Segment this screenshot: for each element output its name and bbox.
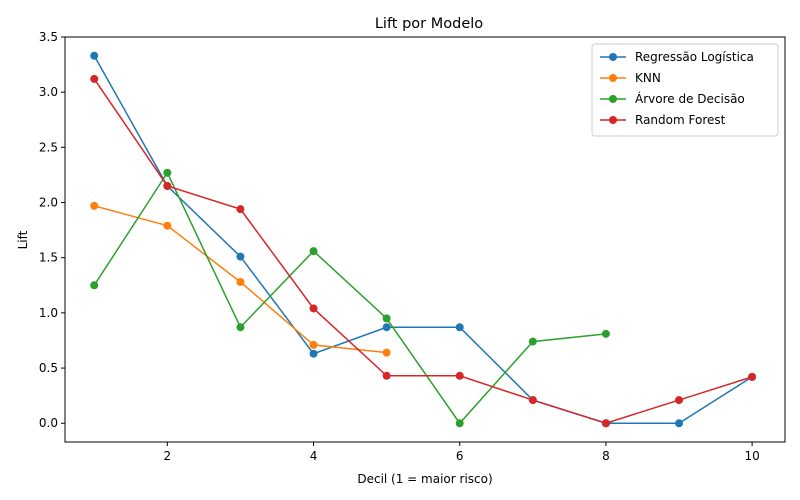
y-tick-label: 0.0 [39, 416, 58, 430]
data-point [236, 323, 245, 332]
data-point [236, 252, 245, 261]
legend-marker [609, 116, 617, 124]
data-point [309, 304, 318, 313]
x-axis: 2 4 6 8 10 [164, 442, 760, 463]
legend-marker [609, 95, 617, 103]
y-tick-label: 2.0 [39, 196, 58, 210]
data-point [601, 329, 610, 338]
data-point [309, 247, 318, 256]
series-2 [90, 201, 391, 357]
x-tick-label: 8 [602, 449, 610, 463]
legend-marker [609, 53, 617, 61]
data-point [382, 371, 391, 380]
data-point [163, 168, 172, 177]
series-3 [90, 168, 610, 428]
data-point [675, 396, 684, 405]
data-point [236, 277, 245, 286]
series-layer [90, 51, 757, 428]
legend-entry: KNN [600, 71, 661, 85]
legend: Regressão Logística KNN Árvore de Decisão R… [591, 43, 779, 137]
chart-title: Lift por Modelo [375, 16, 483, 32]
y-tick-label: 3.0 [39, 85, 58, 99]
data-point [382, 323, 391, 332]
legend-label: Random Forest [635, 113, 726, 127]
data-point [455, 419, 464, 428]
data-point [382, 348, 391, 357]
legend-label: Árvore de Decisão [635, 91, 745, 106]
data-point [90, 201, 99, 210]
legend-label: Regressão Logística [635, 50, 754, 64]
legend-entry: Regressão Logística [600, 50, 754, 64]
x-tick-label: 6 [456, 449, 464, 463]
y-tick-label: 1.0 [39, 306, 58, 320]
y-axis-label: Lift [16, 230, 30, 249]
data-point [528, 337, 537, 346]
data-point [90, 281, 99, 290]
series-line [93, 55, 753, 424]
data-point [748, 372, 757, 381]
data-point [163, 221, 172, 230]
data-point [163, 181, 172, 190]
x-tick-label: 2 [164, 449, 172, 463]
y-tick-label: 0.5 [39, 361, 58, 375]
y-tick-label: 3.5 [39, 30, 58, 44]
series-4 [90, 74, 757, 428]
data-point [455, 323, 464, 332]
data-point [90, 51, 99, 60]
y-tick-label: 2.5 [39, 140, 58, 154]
data-point [382, 314, 391, 323]
data-point [528, 396, 537, 405]
x-tick-label: 4 [310, 449, 318, 463]
y-tick-label: 1.5 [39, 251, 58, 265]
x-axis-label: Decil (1 = maior risco) [357, 472, 492, 486]
series-line [93, 78, 753, 425]
data-point [675, 419, 684, 428]
series-line [93, 171, 606, 425]
data-point [90, 74, 99, 83]
data-point [455, 371, 464, 380]
plot-frame [64, 36, 786, 443]
data-point [236, 205, 245, 214]
data-point [601, 419, 610, 428]
legend-entry: Random Forest [600, 113, 726, 127]
data-point [309, 340, 318, 349]
legend-box [591, 43, 779, 137]
legend-marker [609, 74, 617, 82]
data-point [309, 349, 318, 358]
legend-label: KNN [635, 71, 661, 85]
x-tick-label: 10 [744, 449, 759, 463]
legend-entry: Árvore de Decisão [600, 91, 745, 106]
y-axis: 0.0 0.5 1.0 1.5 2.0 2.5 3.0 3.5 [39, 30, 65, 430]
